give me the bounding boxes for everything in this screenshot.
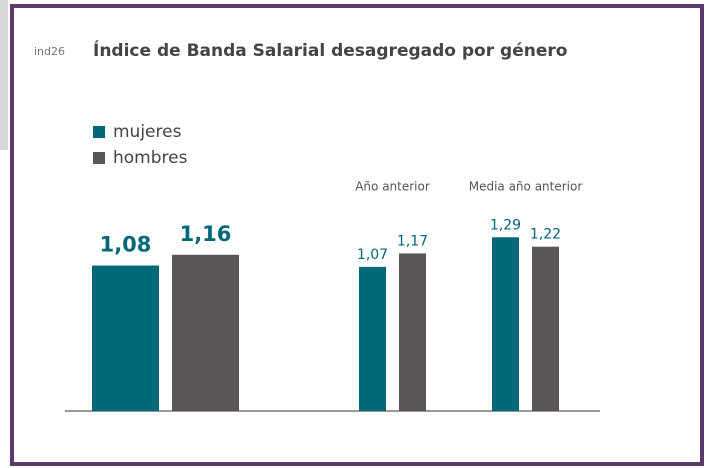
bar [492, 237, 519, 411]
legend-label: mujeres [113, 122, 182, 142]
value-label: 1,17 [397, 233, 428, 249]
value-label: 1,08 [100, 233, 152, 257]
legend-label: hombres [113, 148, 188, 168]
category-label: Año anterior [355, 180, 430, 194]
value-label: 1,16 [180, 222, 232, 246]
bar [399, 253, 426, 411]
legend-swatch [93, 126, 105, 138]
value-label: 1,29 [490, 217, 521, 233]
bar [359, 266, 386, 411]
bar [92, 265, 159, 411]
bar [532, 246, 559, 411]
value-label: 1,22 [530, 227, 561, 243]
chart-title: Índice de Banda Salarial desagregado por… [93, 39, 567, 61]
bar [172, 254, 239, 411]
side-strip [0, 0, 8, 150]
value-label: 1,07 [357, 247, 388, 263]
legend-swatch [93, 152, 105, 164]
indicator-code: ind26 [34, 45, 65, 58]
category-label: Media año anterior [469, 180, 583, 194]
